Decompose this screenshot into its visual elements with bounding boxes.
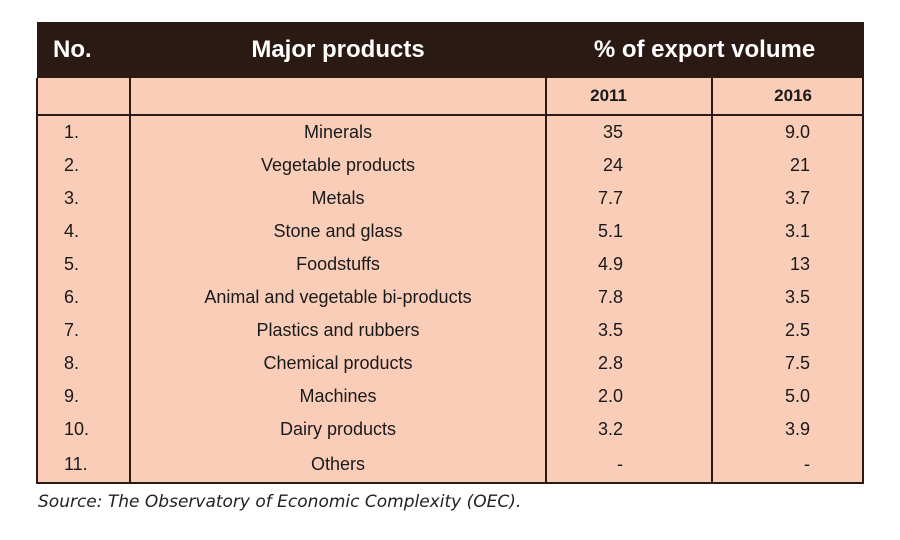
row-product: Plastics and rubbers xyxy=(129,314,547,347)
row-value-2016: 3.7 xyxy=(711,182,864,215)
row-value-2016: - xyxy=(711,446,864,484)
export-table-container: No. Major products % of export volume 20… xyxy=(36,22,864,484)
row-product: Dairy products xyxy=(129,413,547,446)
table-row: 10. Dairy products 3.2 3.9 xyxy=(36,413,864,446)
table-row: 5. Foodstuffs 4.9 13 xyxy=(36,248,864,281)
row-product: Stone and glass xyxy=(129,215,547,248)
source-note: Source: The Observatory of Economic Comp… xyxy=(38,492,522,512)
row-value-2016: 7.5 xyxy=(711,347,864,380)
row-number: 1. xyxy=(36,115,131,149)
header-export-volume: % of export volume xyxy=(546,22,864,78)
row-value-2016: 3.1 xyxy=(711,215,864,248)
row-value-2016: 13 xyxy=(711,248,864,281)
row-number: 3. xyxy=(36,182,131,215)
table-row: 7. Plastics and rubbers 3.5 2.5 xyxy=(36,314,864,347)
row-value-2016: 2.5 xyxy=(711,314,864,347)
row-product: Others xyxy=(129,446,547,484)
year-header-blank-no xyxy=(36,78,131,116)
header-row: No. Major products % of export volume xyxy=(37,22,864,78)
row-number: 6. xyxy=(36,281,131,314)
row-number: 11. xyxy=(36,446,131,484)
row-product: Minerals xyxy=(129,115,547,149)
year-header-2011: 2011 xyxy=(545,78,713,116)
row-value-2016: 5.0 xyxy=(711,380,864,413)
row-value-2011: 7.7 xyxy=(545,182,713,215)
row-value-2011: 2.0 xyxy=(545,380,713,413)
row-product: Vegetable products xyxy=(129,149,547,182)
row-value-2011: 24 xyxy=(545,149,713,182)
row-product: Metals xyxy=(129,182,547,215)
row-value-2011: 5.1 xyxy=(545,215,713,248)
row-value-2011: 7.8 xyxy=(545,281,713,314)
row-value-2016: 21 xyxy=(711,149,864,182)
row-value-2011: 4.9 xyxy=(545,248,713,281)
row-number: 8. xyxy=(36,347,131,380)
header-no: No. xyxy=(37,22,131,78)
row-number: 2. xyxy=(36,149,131,182)
row-product: Animal and vegetable bi-products xyxy=(129,281,547,314)
row-number: 7. xyxy=(36,314,131,347)
table-row: 11. Others - - xyxy=(36,446,864,484)
year-header-blank-product xyxy=(129,78,547,116)
row-product: Chemical products xyxy=(129,347,547,380)
export-table: No. Major products % of export volume 20… xyxy=(36,22,864,484)
year-header-row: 2011 2016 xyxy=(36,78,864,116)
row-value-2011: 2.8 xyxy=(545,347,713,380)
table-body: 1. Minerals 35 9.0 2. Vegetable products 24 21 3… xyxy=(36,115,864,484)
table-row: 4. Stone and glass 5.1 3.1 xyxy=(36,215,864,248)
row-number: 5. xyxy=(36,248,131,281)
row-value-2016: 3.9 xyxy=(711,413,864,446)
header-major-products: Major products xyxy=(130,22,547,78)
row-value-2016: 3.5 xyxy=(711,281,864,314)
row-value-2016: 9.0 xyxy=(711,115,864,149)
row-product: Foodstuffs xyxy=(129,248,547,281)
table-row: 9. Machines 2.0 5.0 xyxy=(36,380,864,413)
table-row: 6. Animal and vegetable bi-products 7.8 3.5 xyxy=(36,281,864,314)
row-value-2011: 3.2 xyxy=(545,413,713,446)
year-header-2016: 2016 xyxy=(711,78,864,116)
table-row: 8. Chemical products 2.8 7.5 xyxy=(36,347,864,380)
table-row: 1. Minerals 35 9.0 xyxy=(36,115,864,149)
table-row: 3. Metals 7.7 3.7 xyxy=(36,182,864,215)
row-value-2011: - xyxy=(545,446,713,484)
table-row: 2. Vegetable products 24 21 xyxy=(36,149,864,182)
row-number: 4. xyxy=(36,215,131,248)
row-value-2011: 35 xyxy=(545,115,713,149)
row-product: Machines xyxy=(129,380,547,413)
row-number: 9. xyxy=(36,380,131,413)
row-number: 10. xyxy=(36,413,131,446)
row-value-2011: 3.5 xyxy=(545,314,713,347)
